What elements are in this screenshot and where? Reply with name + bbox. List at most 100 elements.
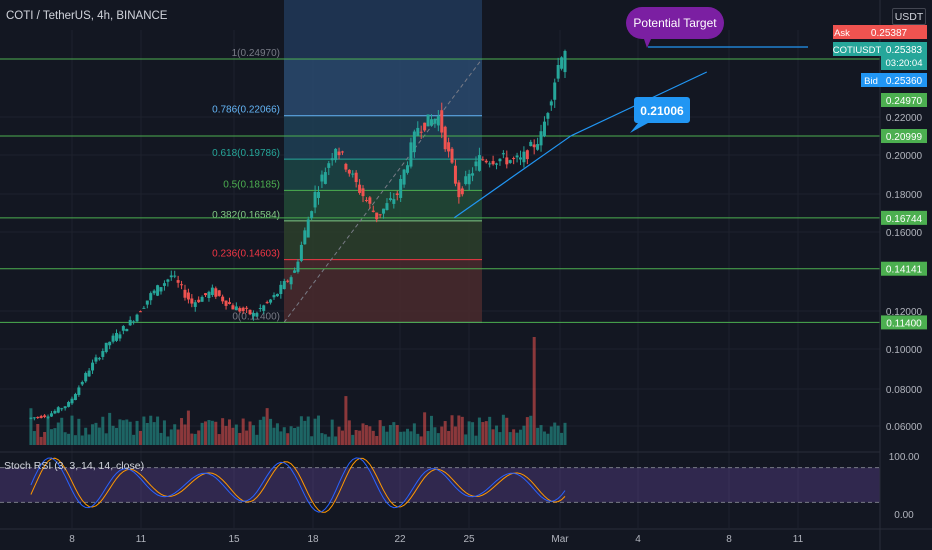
candle-body — [303, 230, 307, 245]
volume-bar — [121, 420, 125, 445]
candle-body — [135, 314, 139, 322]
volume-bar — [522, 425, 526, 445]
candle-body — [536, 144, 540, 150]
volume-bar — [227, 419, 231, 445]
volume-bar — [234, 424, 238, 445]
candle-body — [423, 122, 427, 131]
volume-bar — [477, 417, 481, 445]
volume-bar — [320, 433, 324, 445]
ask-value: 0.25387 — [871, 28, 908, 39]
candle-body — [125, 328, 129, 332]
candle-body — [255, 313, 259, 317]
candle-body — [334, 148, 338, 161]
volume-bar — [251, 425, 255, 445]
volume-bar — [409, 431, 413, 445]
volume-bar — [32, 431, 36, 445]
candle-body — [477, 155, 481, 171]
volume-bar — [49, 429, 53, 445]
candle-body — [560, 57, 564, 69]
candle-body — [251, 313, 255, 317]
volume-bar — [382, 426, 386, 445]
price-tick-label: 0.10000 — [886, 345, 923, 356]
candle-body — [313, 191, 317, 208]
volume-bar — [416, 433, 420, 445]
candle-body — [145, 300, 149, 305]
candle-body — [474, 161, 478, 167]
value-callout-label: 0.21006 — [640, 104, 684, 118]
candle-body — [60, 408, 64, 410]
volume-bar — [138, 430, 142, 445]
volume-bar — [512, 429, 516, 445]
volume-bar — [549, 426, 553, 445]
trendlines[interactable] — [453, 46, 808, 219]
volume-bar — [539, 425, 543, 445]
volume-bar — [162, 420, 166, 445]
volume-bar — [108, 412, 112, 445]
volume-bar — [255, 434, 259, 445]
candle-body — [488, 163, 492, 165]
candle-body — [162, 283, 166, 286]
volume-bar — [317, 415, 320, 445]
volume-bar — [556, 425, 560, 445]
volume-bar — [118, 419, 122, 445]
candle-body — [457, 182, 461, 198]
bid-value: 0.25360 — [886, 76, 923, 87]
volume-bar — [344, 396, 348, 445]
candle-body — [91, 362, 95, 371]
volume-bar — [310, 436, 314, 445]
candle-body — [453, 165, 457, 184]
candle-body — [238, 308, 242, 312]
candle-body — [368, 197, 372, 204]
candle-body — [258, 308, 262, 310]
annotations[interactable]: Potential Target 0.21006 — [626, 7, 724, 133]
candle-body — [241, 307, 245, 312]
volume-bar — [536, 427, 540, 445]
volume-bar — [515, 432, 519, 445]
volume-bar — [525, 417, 529, 445]
candle-body — [340, 151, 344, 153]
volume-bars — [29, 337, 567, 445]
candle-body — [532, 144, 536, 148]
value-callout[interactable]: 0.21006 — [630, 97, 690, 133]
volume-bar — [419, 436, 423, 445]
volume-bar — [323, 434, 327, 445]
candle-body — [169, 275, 173, 278]
candle-body — [279, 284, 283, 294]
fib-zone — [284, 259, 482, 323]
volume-bar — [495, 425, 499, 445]
candle-body — [539, 131, 543, 146]
price-axis[interactable]: 0.22000 0.20000 0.18000 0.16000 0.12000 0.100… — [879, 0, 923, 550]
candle-body — [286, 280, 290, 282]
volume-bar — [481, 422, 485, 445]
horizontal-levels[interactable]: 0.24970 0.20999 0.16744 0.14141 0.11400 — [0, 58, 927, 330]
candle-body — [515, 155, 519, 158]
volume-bar — [200, 422, 204, 445]
candle-body — [115, 333, 119, 341]
level-price-tag — [881, 261, 927, 276]
volume-bar — [238, 432, 242, 445]
candle-body — [272, 295, 276, 298]
symbol-label: COTIUSDT — [833, 45, 882, 56]
volume-bar — [368, 426, 372, 445]
candle-body — [320, 174, 324, 182]
fib-extension-zone — [284, 0, 482, 59]
volume-bar — [176, 429, 180, 445]
candle-body — [464, 176, 468, 185]
volume-bar — [505, 417, 509, 445]
candle-body — [63, 406, 67, 409]
candle-body — [433, 118, 437, 124]
time-axis[interactable]: 8 11 15 18 22 25 Mar 4 8 11 — [0, 528, 932, 545]
candle-body — [121, 326, 125, 331]
fibonacci-retracement[interactable]: 1(0.24970) 0.786(0.22066) 0.618(0.19786) 0.… — [212, 0, 483, 323]
candle-body — [210, 287, 214, 295]
potential-target-callout[interactable]: Potential Target — [626, 7, 724, 48]
currency-button[interactable]: USDT — [892, 8, 926, 25]
volume-bar — [406, 428, 410, 445]
candle-body — [149, 293, 153, 301]
volume-bar — [296, 426, 300, 445]
candle-body — [234, 306, 238, 311]
volume-bar — [70, 415, 74, 445]
volume-bar — [293, 427, 297, 445]
